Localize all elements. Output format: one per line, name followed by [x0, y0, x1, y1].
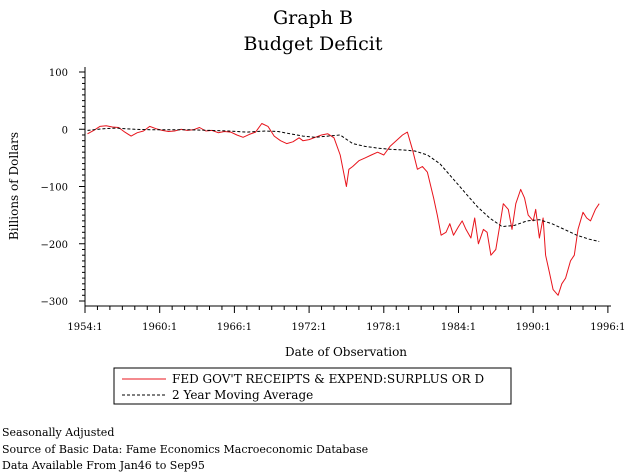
y-axis-label: Billions of Dollars — [7, 132, 21, 240]
legend-box — [113, 367, 512, 405]
x-tick-label: 1984:1 — [441, 322, 476, 333]
chart-title: Graph B — [273, 7, 353, 29]
series-line-1 — [87, 123, 600, 296]
y-tick-label: −200 — [41, 240, 68, 251]
x-tick-label: 1954:1 — [67, 322, 102, 333]
legend-label-series-1: FED GOV'T RECEIPTS & EXPEND:SURPLUS OR D — [172, 372, 484, 386]
y-ticks: 100 0 −100 −200 −300 — [41, 68, 85, 308]
x-ticks: 1954:1 1960:1 1966:1 1972:1 1978:1 1984:1 1990… — [67, 306, 625, 333]
x-tick-label: 1978:1 — [366, 322, 401, 333]
series-line-2 — [87, 127, 600, 242]
footnotes: Seasonally Adjusted Source of Basic Data… — [2, 426, 368, 472]
x-tick-label: 1996:1 — [590, 322, 625, 333]
x-tick-label: 1990:1 — [516, 322, 551, 333]
x-tick-label: 1972:1 — [292, 322, 327, 333]
legend-label-series-2: 2 Year Moving Average — [172, 388, 313, 402]
y-tick-label: 100 — [49, 68, 68, 79]
y-tick-label: 0 — [62, 125, 68, 136]
x-tick-label: 1966:1 — [217, 322, 252, 333]
legend: FED GOV'T RECEIPTS & EXPEND:SURPLUS OR D… — [113, 367, 512, 405]
y-tick-label: −300 — [41, 297, 68, 308]
chart-subtitle: Budget Deficit — [244, 33, 383, 55]
y-tick-label: −100 — [41, 183, 68, 194]
x-axis-label: Date of Observation — [285, 345, 407, 359]
footnote-seasonally-adjusted: Seasonally Adjusted — [2, 426, 114, 439]
x-tick-label: 1960:1 — [142, 322, 177, 333]
footnote-data-source: Source of Basic Data: Fame Economics Mac… — [2, 443, 368, 456]
footnote-data-range: Data Available From Jan46 to Sep95 — [2, 459, 205, 472]
series-layer — [87, 123, 600, 296]
plot-area: 100 0 −100 −200 −300 1954:1 1960:1 1966:1 1972:… — [41, 67, 625, 333]
